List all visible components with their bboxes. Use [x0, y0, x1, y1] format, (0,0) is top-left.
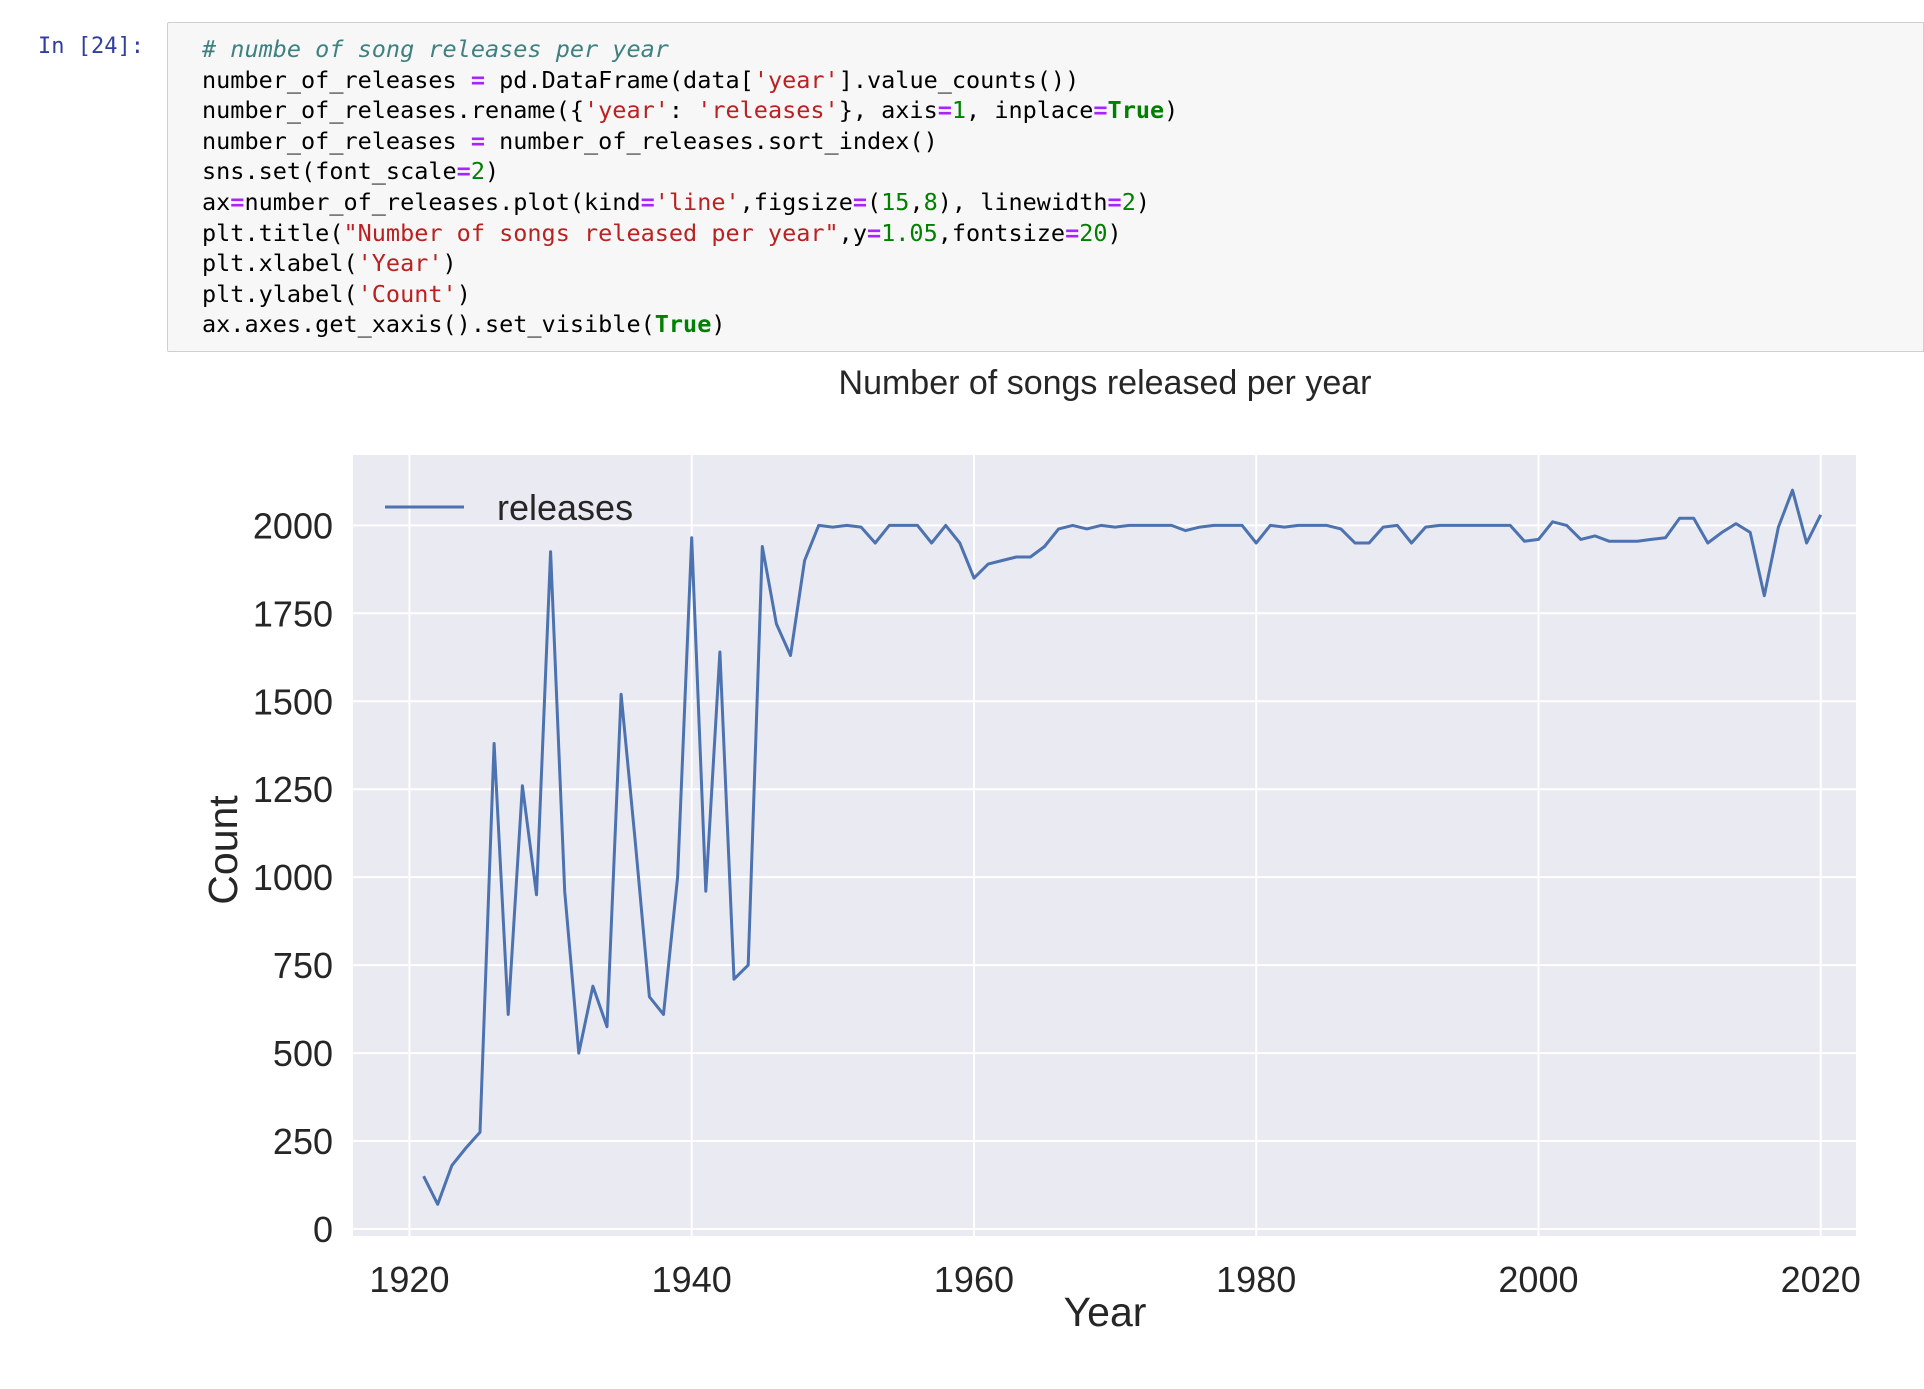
code-token: : — [668, 96, 698, 125]
code-line[interactable]: ax=number_of_releases.plot(kind='line',f… — [202, 188, 1150, 216]
code-token: "Number of songs released per year" — [343, 218, 839, 247]
x-tick-label: 1960 — [934, 1259, 1014, 1300]
y-tick-label: 1500 — [253, 681, 333, 722]
code-token: ( — [867, 187, 882, 216]
code-editor[interactable]: # numbe of song releases per year number… — [202, 34, 1178, 340]
code-token: , inplace — [966, 96, 1094, 125]
y-tick-label: 250 — [273, 1121, 333, 1162]
code-token: = — [1093, 96, 1108, 125]
code-token: number_of_releases — [202, 126, 471, 155]
y-axis-label: Count — [200, 795, 246, 905]
code-token: 20 — [1079, 218, 1108, 247]
code-token: = — [230, 187, 245, 216]
x-tick-label: 1920 — [369, 1259, 449, 1300]
code-token: 'year' — [753, 65, 839, 94]
code-token: number_of_releases — [202, 65, 471, 94]
code-token: ) — [1135, 187, 1151, 216]
code-token: True — [1107, 96, 1165, 125]
code-token: # numbe of song releases per year — [202, 35, 669, 63]
code-token: number_of_releases.plot(kind — [244, 187, 641, 216]
code-line[interactable]: sns.set(font_scale=2) — [202, 157, 499, 185]
x-tick-label: 2000 — [1498, 1259, 1578, 1300]
code-token: 8 — [923, 187, 938, 216]
code-token: True — [654, 310, 712, 339]
code-token: 2 — [470, 157, 485, 186]
legend: releases — [385, 487, 633, 528]
code-token: , — [909, 187, 924, 216]
code-token: = — [937, 96, 952, 125]
legend-label: releases — [497, 487, 633, 528]
code-token: = — [640, 187, 655, 216]
x-axis-label: Year — [1064, 1289, 1147, 1335]
code-token: sns.set(font_scale — [202, 157, 457, 186]
code-token: 1.05 — [881, 218, 938, 247]
series-line-releases — [422, 488, 1823, 1206]
code-token: ,y — [838, 218, 867, 247]
code-token: = — [456, 157, 471, 186]
y-tick-label: 750 — [273, 945, 333, 986]
code-token: ].value_counts()) — [838, 65, 1080, 94]
tick-labels: 0 250 500 750 1000 1250 1500 1750 2000 1920 1940 19… — [253, 505, 1861, 1300]
code-token: ) — [456, 279, 471, 308]
code-token: = — [470, 126, 485, 155]
code-token: ) — [442, 249, 457, 278]
code-token: 'Count' — [357, 279, 457, 308]
y-tick-label: 1750 — [253, 593, 333, 634]
x-tick-label: 1980 — [1216, 1259, 1296, 1300]
code-line[interactable]: number_of_releases = pd.DataFrame(data['… — [202, 66, 1079, 94]
code-token: ) — [1107, 218, 1122, 247]
code-token: ax — [202, 187, 231, 216]
code-line[interactable]: # numbe of song releases per year — [202, 35, 669, 63]
code-token: pd.DataFrame(data[ — [484, 65, 754, 94]
x-tick-label: 2020 — [1781, 1259, 1861, 1300]
code-line[interactable]: plt.xlabel('Year') — [202, 249, 457, 277]
code-token: ) — [711, 310, 726, 339]
code-token: plt.xlabel( — [202, 249, 358, 278]
chart-title: Number of songs released per year — [839, 364, 1372, 402]
output-area: Number of songs released per year 0 250 50… — [167, 352, 1924, 1384]
code-token: 'year' — [584, 96, 669, 125]
cell-prompt: In [24]: — [38, 34, 144, 59]
code-token: }, axis — [838, 96, 938, 125]
code-token: 'releases' — [697, 96, 839, 125]
code-token: 2 — [1121, 187, 1136, 216]
code-token: = — [866, 218, 882, 247]
code-token: = — [470, 65, 485, 94]
code-token: = — [1107, 187, 1122, 216]
code-token: 1 — [951, 96, 967, 125]
code-token: 15 — [881, 187, 910, 216]
code-line[interactable]: ax.axes.get_xaxis().set_visible(True) — [202, 310, 726, 338]
y-tick-label: 500 — [273, 1033, 333, 1074]
code-token: ) — [484, 157, 500, 186]
y-tick-label: 0 — [313, 1209, 333, 1250]
y-tick-label: 1000 — [253, 857, 333, 898]
code-token: = — [1065, 218, 1080, 247]
x-tick-label: 1940 — [652, 1259, 732, 1300]
code-token: plt.title( — [202, 218, 344, 247]
code-token: ) — [1164, 96, 1179, 125]
code-line[interactable]: plt.title("Number of songs released per … — [202, 219, 1122, 247]
series-group — [422, 488, 1823, 1206]
plot-area — [353, 455, 1856, 1236]
code-token: 'Year' — [357, 249, 443, 278]
code-token: ), linewidth — [937, 187, 1108, 216]
y-tick-label: 1250 — [253, 769, 333, 810]
code-token: number_of_releases.sort_index() — [484, 126, 938, 155]
code-token: ax.axes.get_xaxis().set_visible( — [202, 310, 655, 339]
code-token: 'line' — [654, 187, 740, 216]
code-cell[interactable] — [167, 22, 1924, 352]
code-token: ,fontsize — [937, 218, 1066, 247]
grid-lines — [353, 455, 1856, 1236]
code-line[interactable]: number_of_releases.rename({'year': 'rele… — [202, 96, 1178, 124]
code-line[interactable]: plt.ylabel('Count') — [202, 280, 471, 308]
code-token: = — [852, 187, 867, 216]
code-token: ,figsize — [739, 187, 853, 216]
code-token: number_of_releases.rename({ — [202, 96, 585, 125]
y-tick-label: 2000 — [253, 505, 333, 546]
code-line[interactable]: number_of_releases = number_of_releases.… — [202, 127, 938, 155]
code-token: plt.ylabel( — [202, 279, 358, 308]
line-chart: Number of songs released per year 0 250 50… — [200, 364, 1861, 1335]
